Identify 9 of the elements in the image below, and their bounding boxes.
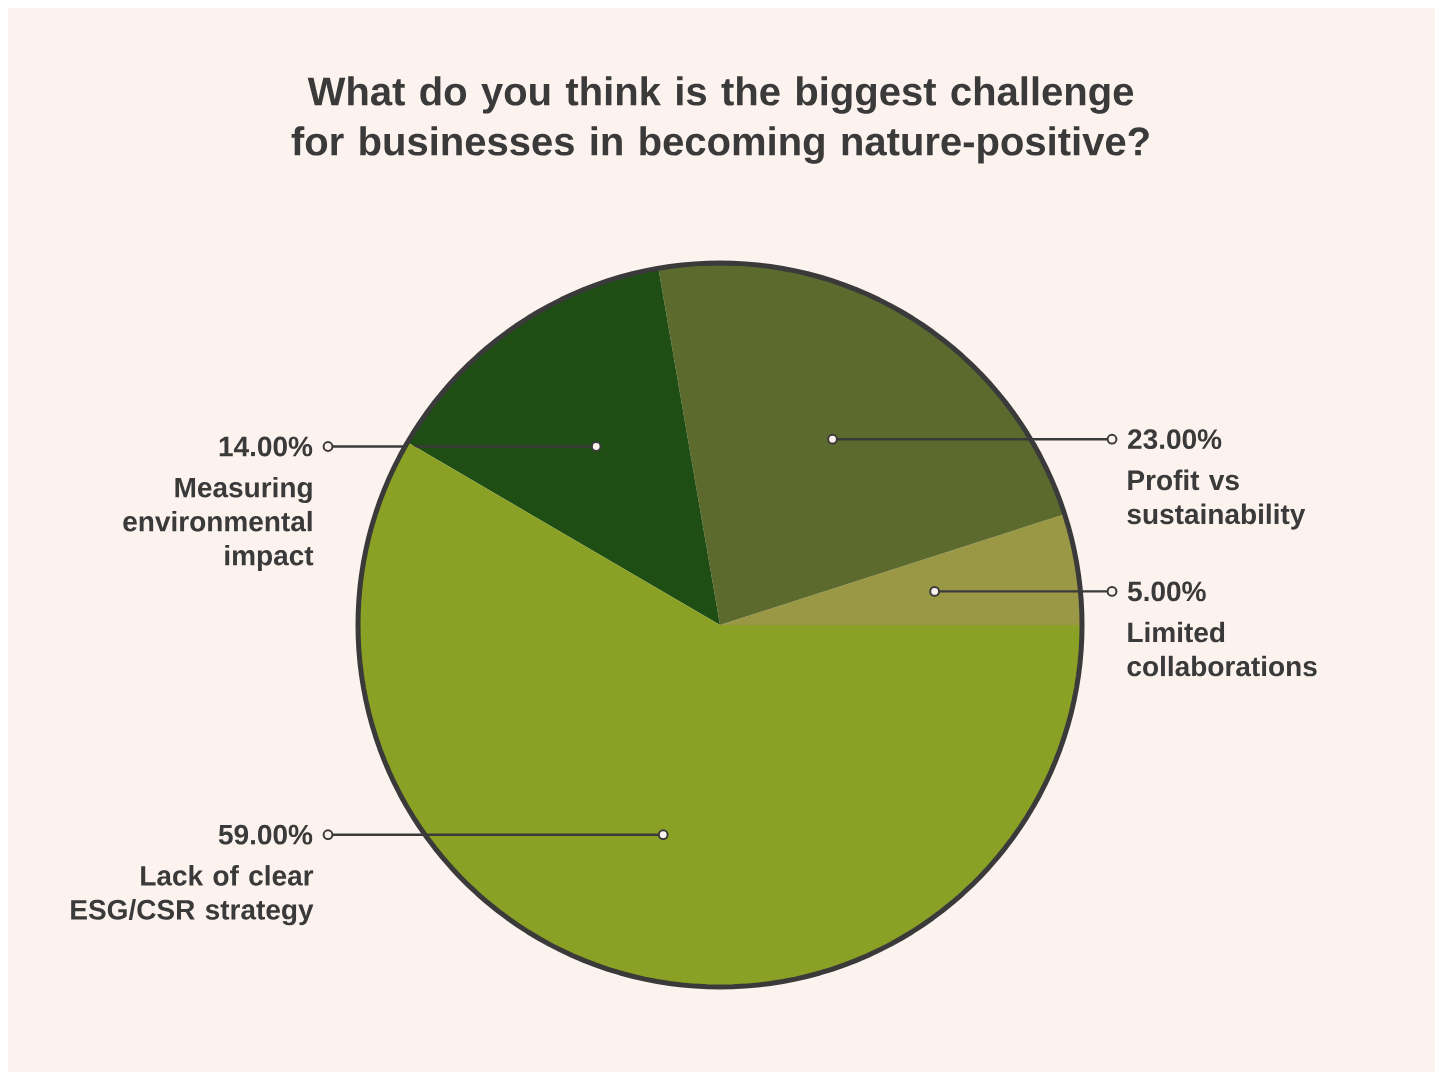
slice-label: Limited collaborations — [1127, 621, 1317, 677]
data-label: 23.00% — [1128, 429, 1222, 450]
data-label: 59.00% — [218, 824, 313, 845]
chart-title: What do you think is the biggest challenge for businesses in becoming nature-positive? — [291, 76, 1149, 164]
data-label: 5.00% — [1127, 581, 1206, 602]
slice-label: Profit vs sustainability — [1127, 469, 1306, 530]
data-label: 14.00% — [219, 436, 313, 457]
slice-label: Lack of clear ESG/CSR strategy — [71, 865, 314, 926]
slice-label: Measuring environmental impact — [123, 476, 314, 571]
